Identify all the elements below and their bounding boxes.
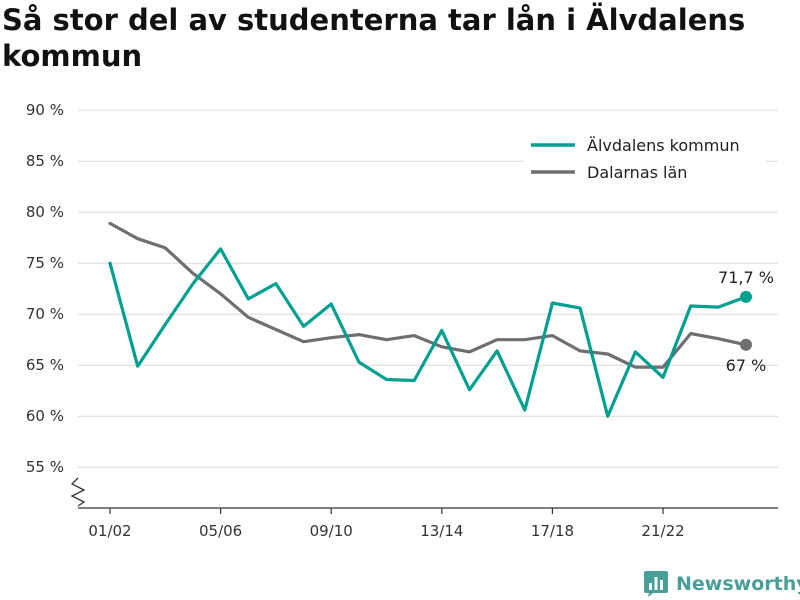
x-axis-ticks: 01/02 05/06 09/10 13/14 17/18 21/22 bbox=[88, 508, 685, 540]
end-point bbox=[740, 290, 752, 303]
y-axis-ticks: 55 % 60 % 65 % 70 % 75 % 80 % 85 % 90 % bbox=[26, 101, 64, 476]
end-value-label: 67 % bbox=[726, 356, 767, 375]
y-tick-label: 90 % bbox=[26, 101, 64, 119]
series-line bbox=[108, 247, 748, 418]
end-value-label: 71,7 % bbox=[718, 268, 774, 287]
x-tick-label: 05/06 bbox=[199, 522, 242, 540]
y-tick-label: 55 % bbox=[26, 458, 64, 476]
x-tick-label: 17/18 bbox=[531, 522, 574, 540]
y-tick-label: 80 % bbox=[26, 203, 64, 221]
end-point bbox=[740, 338, 752, 351]
x-tick-label: 13/14 bbox=[420, 522, 463, 540]
bar-chart-logo-icon bbox=[644, 571, 668, 597]
brand-logo: Newsworthy bbox=[644, 569, 800, 599]
end-labels: 71,7 % 67 % bbox=[718, 268, 774, 375]
y-tick-label: 60 % bbox=[26, 407, 64, 425]
y-tick-label: 65 % bbox=[26, 356, 64, 374]
axis-break-icon bbox=[70, 477, 86, 507]
y-tick-label: 85 % bbox=[26, 152, 64, 170]
legend-label: Älvdalens kommun bbox=[587, 136, 740, 155]
series-line bbox=[108, 221, 748, 369]
brand-name: Newsworthy bbox=[676, 573, 800, 595]
chart-title: Så stor del av studenterna tar lån i Älv… bbox=[2, 3, 746, 73]
x-tick-label: 09/10 bbox=[310, 522, 353, 540]
legend: Älvdalens kommun Dalarnas län bbox=[524, 128, 766, 182]
x-tick-label: 21/22 bbox=[641, 522, 684, 540]
y-tick-label: 70 % bbox=[26, 305, 64, 323]
x-axis bbox=[70, 477, 778, 509]
legend-label: Dalarnas län bbox=[587, 163, 687, 182]
series-lines bbox=[108, 221, 748, 418]
y-tick-label: 75 % bbox=[26, 254, 64, 272]
x-tick-label: 01/02 bbox=[88, 522, 131, 540]
